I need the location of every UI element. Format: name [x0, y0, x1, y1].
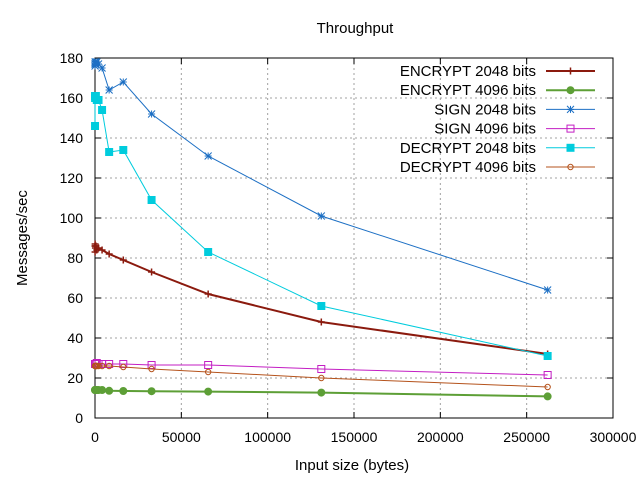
y-tick-label: 60: [67, 290, 83, 306]
data-point: [566, 143, 575, 152]
data-point: [95, 244, 103, 252]
data-point: [98, 362, 106, 370]
data-point: [204, 387, 213, 396]
legend-entry: SIGN 4096 bits: [434, 121, 595, 138]
legend: ENCRYPT 2048 bits ENCRYPT 4096 bits SIGN 2…: [400, 63, 595, 176]
data-point: [204, 152, 213, 160]
data-point: [204, 361, 213, 369]
data-point: [567, 163, 574, 171]
x-tick-label: 0: [91, 429, 99, 445]
data-point: [147, 196, 156, 204]
data-point: [566, 124, 575, 133]
x-tick-label: 100000: [244, 429, 291, 445]
x-tick-label: 300000: [590, 429, 637, 445]
x-tick-label: 250000: [503, 429, 550, 445]
data-point: [317, 365, 326, 373]
data-point: [91, 122, 100, 130]
data-point: [105, 86, 113, 94]
legend-entry: DECRYPT 4096 bits: [400, 159, 595, 176]
data-point: [148, 268, 156, 276]
data-point: [566, 86, 575, 95]
y-tick-label: 80: [67, 250, 83, 266]
data-point: [204, 368, 212, 376]
data-point: [105, 250, 113, 258]
legend-label: ENCRYPT 4096 bits: [400, 82, 536, 99]
data-point: [105, 386, 114, 395]
data-point: [317, 318, 325, 326]
legend-label: SIGN 2048 bits: [434, 101, 536, 118]
y-tick-label: 0: [75, 410, 83, 426]
x-tick-label: 150000: [331, 429, 378, 445]
y-tick-label: 40: [67, 330, 83, 346]
data-point: [543, 371, 552, 379]
legend-entry: ENCRYPT 2048 bits: [400, 63, 595, 80]
data-point: [119, 146, 128, 154]
y-tick-label: 120: [60, 170, 84, 186]
y-axis-label: Messages/sec: [14, 190, 31, 286]
data-point: [105, 362, 113, 370]
data-point: [566, 105, 575, 114]
data-point: [567, 67, 574, 75]
grid: [95, 58, 613, 418]
series-sign-2048-bits: [91, 58, 552, 294]
legend-entry: SIGN 2048 bits: [434, 101, 595, 118]
legend-entry: DECRYPT 2048 bits: [400, 140, 595, 157]
legend-label: SIGN 4096 bits: [434, 121, 536, 138]
data-point: [98, 386, 107, 394]
series-decrypt-2048-bits: [91, 92, 552, 360]
data-point: [120, 363, 127, 371]
data-point: [94, 96, 103, 104]
legend-label: DECRYPT 4096 bits: [400, 159, 536, 176]
axis-ticks: 0 50000 100000 150000 200000 250000 300000 0 20 4…: [60, 50, 637, 445]
data-point: [119, 78, 128, 86]
data-point: [544, 383, 551, 391]
data-point: [543, 352, 552, 360]
legend-label: ENCRYPT 2048 bits: [400, 63, 536, 80]
data-point: [98, 246, 106, 254]
data-point: [119, 387, 128, 395]
data-point: [317, 388, 326, 397]
series-encrypt-2048-bits: [91, 240, 552, 358]
x-tick-label: 200000: [417, 429, 464, 445]
y-tick-label: 180: [60, 50, 84, 66]
x-tick-label: 50000: [162, 429, 201, 445]
y-tick-label: 20: [67, 370, 83, 386]
y-tick-label: 160: [60, 90, 84, 106]
data-point: [98, 64, 106, 72]
legend-label: DECRYPT 2048 bits: [400, 140, 536, 157]
data-point: [317, 302, 326, 310]
data-point: [318, 374, 325, 382]
data-point: [105, 148, 114, 156]
series-line: [95, 362, 548, 376]
data-point: [317, 212, 326, 220]
data-point: [148, 365, 155, 373]
data-point: [105, 360, 114, 368]
data-point: [543, 286, 552, 294]
data-point: [204, 248, 213, 256]
data-point: [204, 290, 212, 298]
data-point: [543, 392, 552, 401]
y-tick-label: 100: [60, 210, 84, 226]
x-axis-label: Input size (bytes): [295, 457, 409, 474]
data-point: [147, 387, 156, 396]
y-tick-label: 140: [60, 130, 84, 146]
series-layer: [91, 58, 552, 401]
chart-title: Throughput: [317, 20, 395, 37]
data-point: [119, 256, 127, 264]
series-decrypt-4096-bits: [91, 362, 551, 391]
data-point: [98, 106, 107, 114]
legend-entry: ENCRYPT 4096 bits: [400, 82, 595, 99]
data-point: [95, 362, 102, 370]
data-point: [147, 110, 156, 118]
series-encrypt-4096-bits: [91, 386, 552, 401]
